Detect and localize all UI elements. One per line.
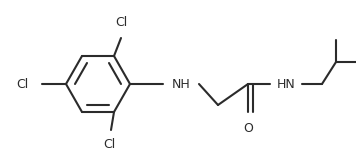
Text: O: O	[243, 122, 253, 134]
Text: Cl: Cl	[103, 138, 115, 150]
Text: NH: NH	[172, 77, 190, 91]
Text: Cl: Cl	[16, 77, 28, 91]
Text: HN: HN	[277, 77, 295, 91]
Text: Cl: Cl	[115, 16, 127, 28]
